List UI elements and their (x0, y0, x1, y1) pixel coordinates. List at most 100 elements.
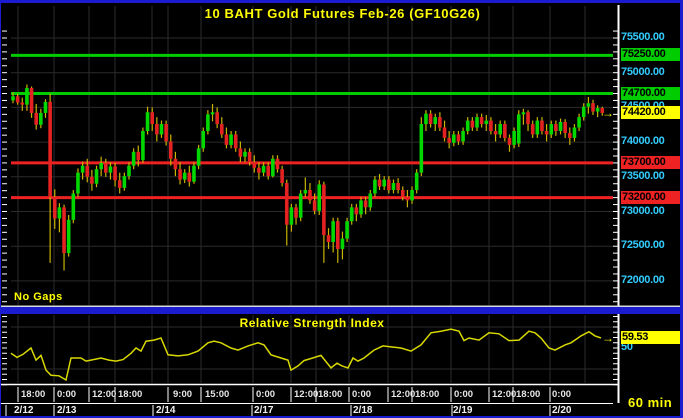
candle (303, 189, 308, 194)
candle (168, 141, 173, 159)
candle (377, 179, 382, 187)
time-tick-label: 9:00 (173, 389, 193, 400)
price-tick-label: 73500.00 (621, 169, 665, 182)
candle (581, 106, 586, 118)
time-tick-label: 0:00 (552, 389, 572, 400)
price-tick-label: 75500.00 (621, 31, 665, 43)
candle (104, 162, 108, 173)
candle (600, 108, 605, 113)
candle (159, 124, 164, 135)
candle (43, 101, 48, 113)
candle (322, 184, 326, 236)
candle (308, 189, 312, 201)
date-tick-label: 2/13 (57, 405, 77, 416)
time-tick-label: 0:00 (57, 389, 77, 400)
candle (80, 165, 85, 173)
candle (108, 166, 113, 173)
candle (526, 112, 530, 125)
candle (173, 158, 178, 170)
rsi-arrow-icon: → (602, 330, 614, 345)
timeframe-label: 60 min (628, 395, 673, 410)
time-tick-label: 18:00 (118, 389, 143, 400)
candle (131, 151, 136, 166)
time-tick-label: 0:00 (352, 389, 372, 400)
candle (150, 112, 154, 125)
candle (470, 120, 475, 128)
candle (312, 200, 317, 211)
rsi-title: Relative Strength Index (239, 316, 385, 330)
candle (382, 179, 386, 187)
candle (39, 112, 43, 125)
candle (595, 108, 600, 112)
time-tick-label: 18:00 (415, 389, 440, 400)
candle (117, 180, 122, 188)
candle (57, 207, 62, 219)
time-tick-label: 12:00 (92, 389, 117, 400)
candle (387, 179, 391, 190)
candle (414, 172, 419, 190)
candle (52, 196, 57, 219)
candle (438, 117, 442, 128)
time-tick-label: 18:00 (318, 389, 343, 400)
candle (345, 221, 349, 239)
candle (400, 189, 405, 197)
candle (247, 151, 252, 163)
candle (252, 162, 257, 168)
candle (591, 103, 595, 112)
candle (475, 117, 479, 128)
candle (540, 120, 544, 131)
candle (20, 102, 25, 105)
candle (479, 117, 484, 125)
candle (498, 124, 502, 135)
candle (396, 183, 400, 190)
candle (196, 148, 201, 166)
candle (354, 207, 359, 215)
candle (294, 207, 298, 218)
candle (164, 124, 168, 142)
candle (122, 176, 127, 188)
candle (71, 193, 76, 220)
time-tick-label: 12:00 (492, 389, 517, 400)
candle (66, 219, 71, 254)
candle (243, 151, 247, 157)
candle (447, 137, 451, 143)
candle (178, 169, 182, 180)
price-tick-label: 75250.00 (621, 48, 680, 62)
candle (85, 165, 90, 177)
date-tick-label: 2/12 (14, 405, 34, 416)
candle (428, 113, 433, 125)
candle (215, 112, 219, 125)
price-tick-label: 74700.00 (621, 86, 680, 100)
candle (141, 130, 145, 161)
candle (336, 221, 340, 249)
candle (229, 134, 233, 145)
time-tick-label: 15:00 (205, 389, 230, 400)
candle (155, 124, 159, 135)
last-price-arrow-icon: → (602, 105, 614, 120)
price-tick-label: 72500.00 (621, 239, 665, 252)
candle (535, 120, 540, 135)
time-tick-label: 0:00 (256, 389, 276, 400)
gridlines (11, 6, 613, 383)
chart-canvas[interactable] (1, 3, 683, 418)
candle (461, 130, 465, 142)
candle (90, 176, 94, 184)
time-tick-label: 18:00 (516, 389, 541, 400)
candle (521, 112, 526, 115)
last-price-label: 74420.00 (621, 105, 680, 119)
candle (25, 87, 29, 105)
candle (289, 207, 294, 225)
rsi-tick-label: 50 (621, 341, 633, 353)
candle (530, 124, 535, 135)
candle (349, 207, 354, 222)
candle (516, 114, 521, 144)
candle (280, 169, 284, 184)
candle (359, 200, 363, 215)
price-level-lines (11, 53, 613, 200)
candle (568, 133, 572, 138)
candle (99, 162, 103, 170)
candle (271, 158, 275, 177)
candle (29, 87, 34, 113)
candle (331, 221, 335, 243)
